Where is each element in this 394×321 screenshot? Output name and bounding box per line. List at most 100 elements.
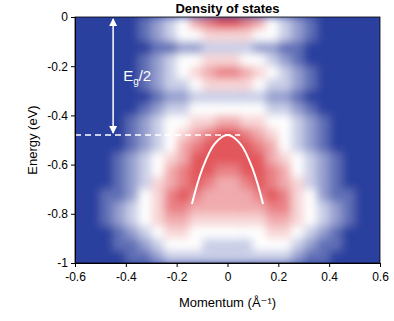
heatmap-cell <box>113 238 126 251</box>
heatmap-cell <box>316 128 329 141</box>
heatmap-cell <box>278 17 291 30</box>
heatmap-cell <box>329 214 342 227</box>
y-tick-label: -0.2 <box>47 60 68 74</box>
y-tick-mark <box>71 115 75 116</box>
heatmap-cell <box>304 165 317 178</box>
heatmap-cell <box>215 17 228 30</box>
heatmap-cell <box>215 128 228 141</box>
heatmap-cell <box>253 29 266 42</box>
x-tick-mark <box>329 263 330 267</box>
heatmap-cell <box>88 214 101 227</box>
heatmap-cell <box>316 165 329 178</box>
heatmap-cell <box>126 177 139 190</box>
heatmap-cell <box>215 165 228 178</box>
heatmap-cell <box>291 54 304 67</box>
heatmap-cell <box>291 152 304 165</box>
heatmap-cell <box>278 152 291 165</box>
heatmap-cell <box>202 79 215 92</box>
heatmap-cell <box>177 202 190 215</box>
x-axis-line <box>76 264 381 268</box>
heatmap-cell <box>113 140 126 153</box>
heatmap-cell <box>164 177 177 190</box>
heatmap-cell <box>329 115 342 128</box>
heatmap-cell <box>240 251 253 263</box>
heatmap-cell <box>240 42 253 55</box>
heatmap-cell <box>202 189 215 202</box>
heatmap-cell <box>316 251 329 263</box>
heatmap-cell <box>342 165 355 178</box>
heatmap-cell <box>329 238 342 251</box>
heatmap-cell <box>126 202 139 215</box>
heatmap-cell <box>266 17 279 30</box>
arrow-head <box>109 18 117 26</box>
heatmap-cell <box>189 251 202 263</box>
heatmap-cell <box>291 165 304 178</box>
heatmap-cell <box>177 103 190 116</box>
heatmap-cell <box>304 189 317 202</box>
heatmap-cell <box>100 214 113 227</box>
heatmap-cell <box>151 54 164 67</box>
heatmap-cell <box>113 202 126 215</box>
heatmap-cell <box>177 189 190 202</box>
heatmap-cell <box>75 189 88 202</box>
heatmap-cell <box>126 29 139 42</box>
heatmap-cell <box>151 251 164 263</box>
heatmap-cell <box>215 251 228 263</box>
heatmap-cell <box>75 79 88 92</box>
heatmap-cell <box>151 165 164 178</box>
y-tick-mark <box>71 17 75 18</box>
heatmap-cell <box>202 42 215 55</box>
heatmap-cell <box>342 103 355 116</box>
heatmap-cell <box>113 214 126 227</box>
heatmap-cell <box>189 140 202 153</box>
heatmap-cell <box>113 177 126 190</box>
heatmap-cell <box>164 202 177 215</box>
heatmap-cell <box>151 189 164 202</box>
heatmap-cell <box>240 238 253 251</box>
heatmap-cell <box>75 17 88 30</box>
heatmap-cell <box>355 79 368 92</box>
heatmap-cell <box>355 66 368 79</box>
heatmap-cell <box>278 42 291 55</box>
heatmap-cell <box>164 226 177 239</box>
heatmap-cell <box>215 238 228 251</box>
heatmap-cell <box>278 128 291 141</box>
heatmap-cell <box>342 226 355 239</box>
heatmap-cell <box>228 17 241 30</box>
heatmap-cell <box>253 226 266 239</box>
heatmap-cell <box>253 103 266 116</box>
heatmap-cell <box>367 103 380 116</box>
heatmap-cell <box>126 226 139 239</box>
heatmap-cell <box>253 152 266 165</box>
heatmap-cell <box>316 214 329 227</box>
heatmap-cell <box>189 29 202 42</box>
x-tick-mark <box>126 263 127 267</box>
heatmap-cell <box>316 202 329 215</box>
x-tick-mark <box>228 263 229 267</box>
heatmap-cell <box>367 17 380 30</box>
heatmap-cell <box>88 238 101 251</box>
heatmap-cell <box>240 202 253 215</box>
heatmap-cell <box>329 79 342 92</box>
heatmap-cell <box>215 42 228 55</box>
heatmap-cell <box>177 177 190 190</box>
heatmap-cell <box>100 140 113 153</box>
heatmap-cell <box>126 103 139 116</box>
heatmap-cell <box>240 66 253 79</box>
heatmap-cell <box>88 202 101 215</box>
heatmap-cell <box>266 226 279 239</box>
heatmap-cell <box>253 66 266 79</box>
heatmap-cell <box>177 165 190 178</box>
heatmap-cell <box>139 17 152 30</box>
heatmap-cell <box>291 128 304 141</box>
heatmap-cell <box>291 91 304 104</box>
heatmap-cell <box>126 17 139 30</box>
heatmap-cell <box>100 226 113 239</box>
heatmap-cell <box>151 42 164 55</box>
heatmap-cell <box>367 66 380 79</box>
heatmap-cell <box>278 189 291 202</box>
heatmap-cell <box>202 91 215 104</box>
heatmap-cell <box>355 214 368 227</box>
heatmap-cell <box>240 115 253 128</box>
heatmap-cell <box>100 103 113 116</box>
